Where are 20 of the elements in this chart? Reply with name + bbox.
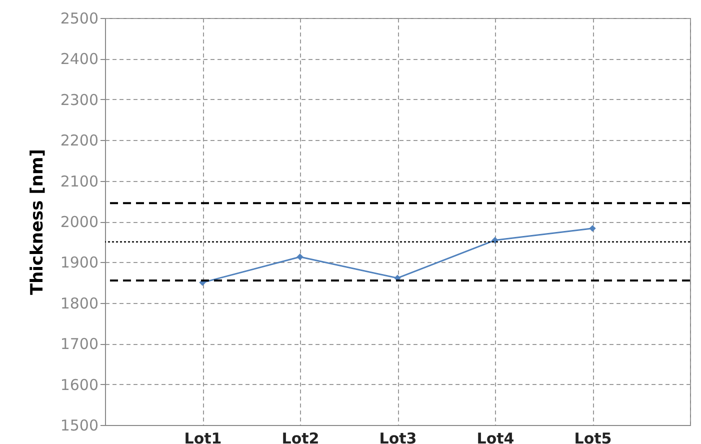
- y-tick-label: 1700: [60, 335, 98, 354]
- x-tick-label: Lot3: [379, 430, 417, 444]
- y-axis-title: Thickness [nm]: [27, 148, 48, 296]
- point: [492, 236, 498, 244]
- y-tick-label: 2400: [60, 50, 98, 68]
- x-tick-label: Lot2: [282, 430, 320, 444]
- point: [589, 225, 596, 232]
- y-tick-label: 2200: [60, 132, 98, 150]
- y-tick-label: 2300: [60, 90, 98, 109]
- x-tick-label: Lot4: [476, 430, 514, 444]
- y-tick-label: 1800: [60, 294, 98, 312]
- y-tick-label: 2500: [60, 10, 98, 28]
- y-tick-label: 2000: [60, 213, 98, 231]
- y-tick-label: 1900: [60, 254, 98, 272]
- point: [296, 254, 304, 260]
- x-tick-label: Lot5: [574, 430, 612, 444]
- x-tick-label: Lot1: [184, 430, 222, 444]
- y-tick-label: 2100: [60, 172, 98, 190]
- y-tick-label: 1500: [60, 416, 98, 434]
- y-tick-label: 1600: [60, 376, 98, 394]
